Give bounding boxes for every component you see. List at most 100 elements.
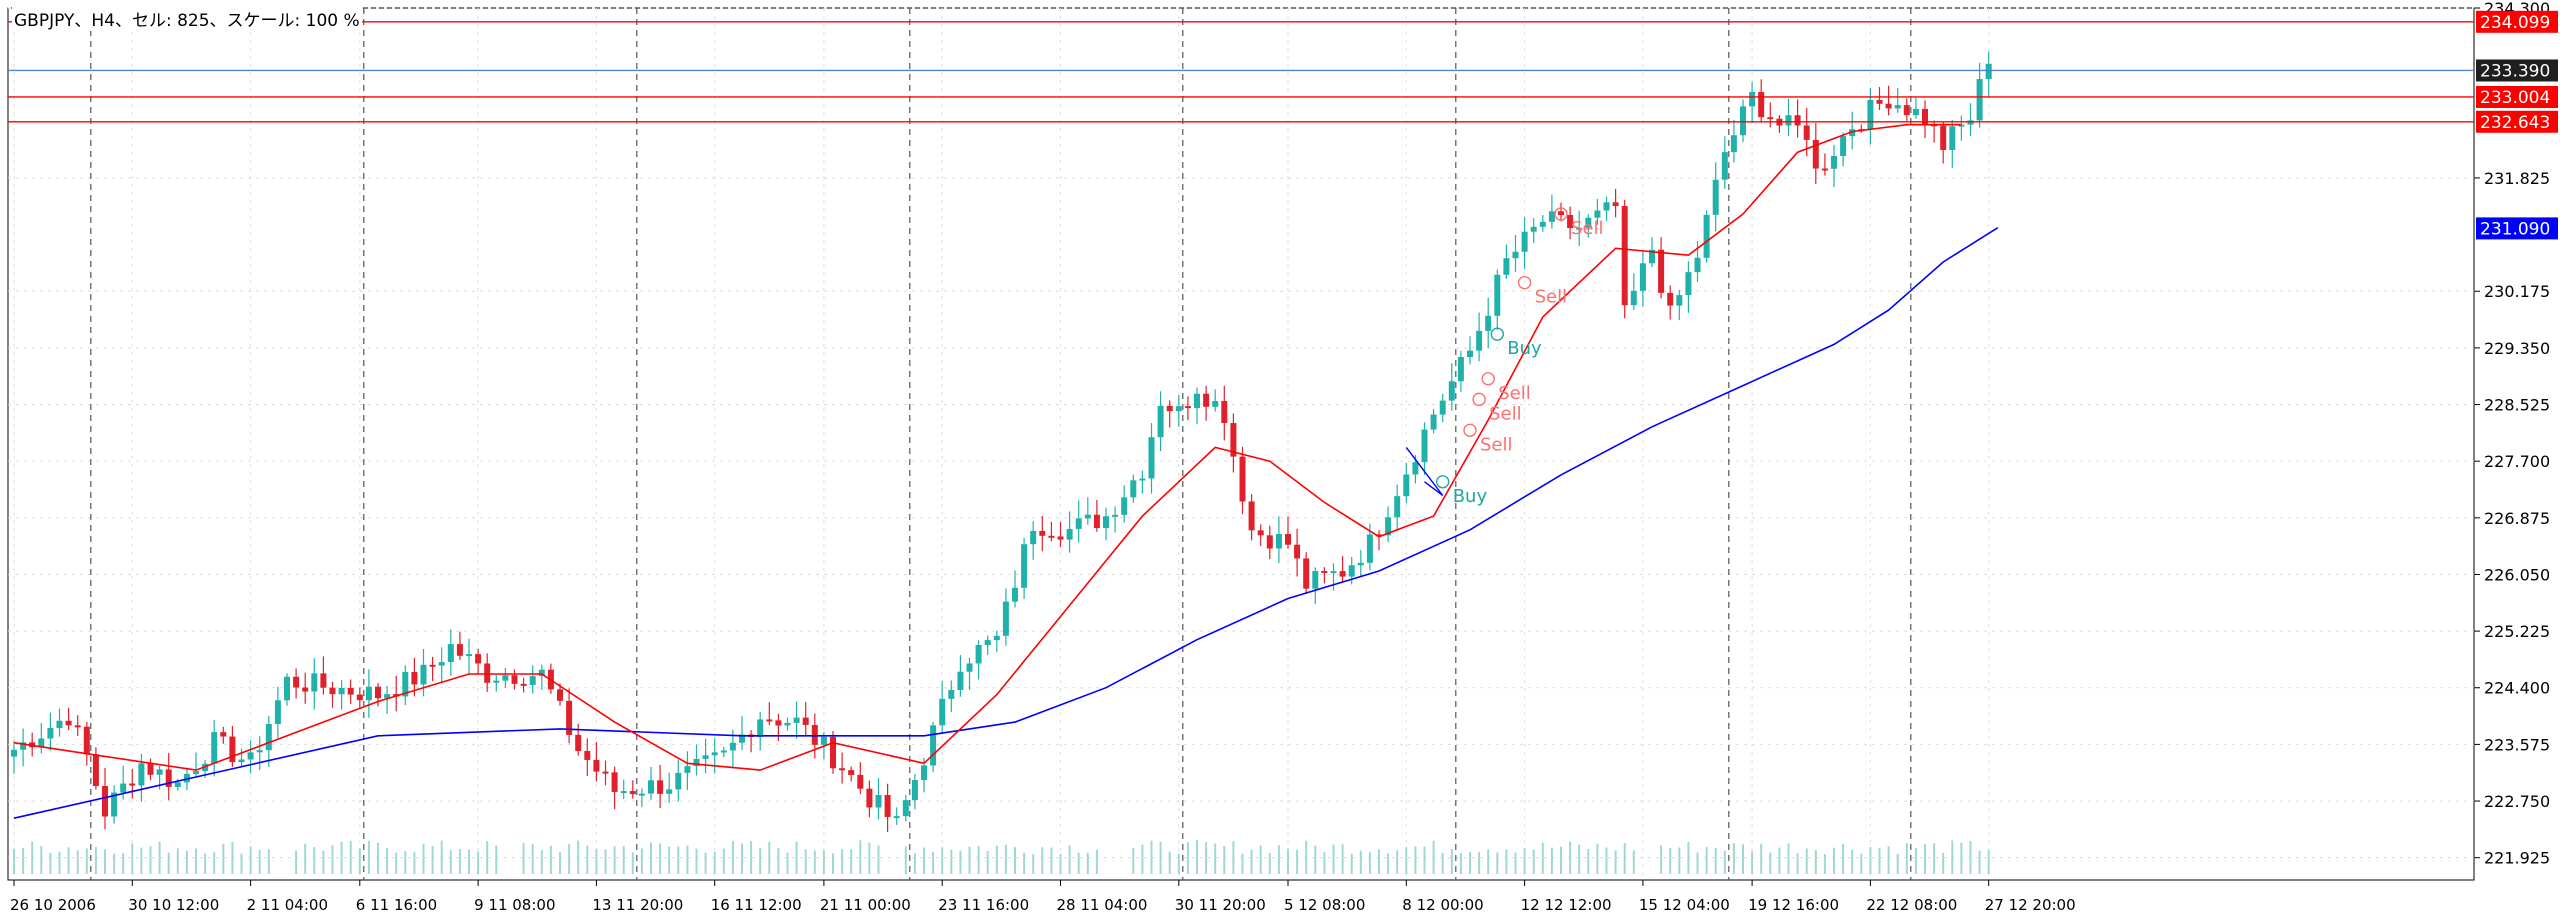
candle bbox=[1685, 272, 1692, 296]
volume-bar bbox=[1796, 853, 1799, 874]
volume-bar bbox=[1669, 847, 1672, 874]
candle bbox=[1412, 462, 1419, 475]
volume-bar bbox=[1541, 842, 1544, 874]
volume-bar bbox=[859, 840, 862, 874]
candle bbox=[1512, 251, 1519, 259]
sell-signal-marker bbox=[1472, 392, 1486, 407]
candle bbox=[1439, 400, 1446, 415]
candle bbox=[129, 783, 136, 786]
volume-bar bbox=[1887, 846, 1890, 874]
volume-bar bbox=[477, 851, 480, 874]
sell-signal-marker bbox=[1463, 423, 1477, 437]
candle bbox=[1649, 249, 1655, 264]
candle bbox=[1821, 168, 1828, 171]
volume-bar bbox=[1441, 852, 1444, 874]
candle bbox=[493, 680, 500, 683]
candle bbox=[1175, 406, 1182, 412]
volume-bar bbox=[349, 840, 352, 874]
candle bbox=[1958, 124, 1965, 127]
volume-bar bbox=[1605, 847, 1608, 874]
candle bbox=[1658, 249, 1665, 293]
volume-bar bbox=[1177, 853, 1180, 874]
candle bbox=[1585, 217, 1592, 228]
candle bbox=[1184, 406, 1191, 409]
candle bbox=[811, 724, 818, 745]
candle bbox=[20, 742, 27, 750]
candle bbox=[611, 772, 618, 792]
candle bbox=[1703, 214, 1710, 258]
volume-bar bbox=[1751, 851, 1754, 874]
volume-bar bbox=[795, 841, 798, 874]
volume-bar bbox=[76, 850, 79, 874]
x-tick-label: 2 11 04:00 bbox=[247, 896, 328, 914]
candle bbox=[1266, 535, 1273, 549]
x-tick-label: 22 12 08:00 bbox=[1866, 896, 1957, 914]
volume-bar bbox=[1487, 849, 1490, 874]
volume-bar bbox=[140, 847, 143, 874]
candle bbox=[1066, 528, 1073, 540]
volume-bar bbox=[1823, 853, 1826, 874]
candle bbox=[1612, 202, 1619, 207]
candle bbox=[684, 766, 691, 773]
volume-bar bbox=[331, 845, 334, 874]
volume-bar bbox=[1450, 849, 1453, 874]
volume-bar bbox=[67, 847, 70, 874]
candle bbox=[1103, 516, 1109, 529]
volume-bar bbox=[968, 846, 971, 874]
candle bbox=[229, 736, 236, 763]
volume-bar bbox=[1077, 852, 1080, 874]
volume-bar bbox=[531, 844, 534, 874]
volume-bar bbox=[1305, 840, 1308, 874]
candle bbox=[966, 663, 973, 672]
candle bbox=[602, 771, 609, 774]
candle bbox=[111, 792, 118, 817]
candle bbox=[1012, 587, 1018, 602]
candle bbox=[1567, 215, 1574, 229]
candle bbox=[1148, 437, 1155, 479]
candle bbox=[593, 759, 600, 772]
volume-bar bbox=[1359, 850, 1362, 874]
candle bbox=[1194, 393, 1200, 409]
price-tag-label: 233.004 bbox=[2480, 88, 2550, 108]
volume-bar bbox=[959, 850, 962, 874]
volume-bar bbox=[1842, 843, 1845, 874]
sell-signal-label: Sell bbox=[1571, 218, 1604, 239]
candle bbox=[1758, 91, 1765, 118]
candle bbox=[857, 774, 864, 789]
candle bbox=[839, 768, 846, 771]
volume-bar bbox=[549, 845, 552, 874]
volume-bar bbox=[58, 851, 61, 874]
volume-bar bbox=[1250, 849, 1253, 874]
volume-bar bbox=[85, 848, 88, 874]
candle bbox=[165, 769, 172, 787]
volume-bar bbox=[786, 852, 789, 874]
volume-bar bbox=[176, 848, 179, 874]
volume-bar bbox=[1942, 852, 1945, 874]
volume-bar bbox=[1532, 849, 1535, 874]
candle bbox=[930, 725, 937, 766]
volume-bar bbox=[1732, 843, 1735, 874]
x-tick-label: 26 10 2006 bbox=[10, 896, 96, 914]
volume-bar bbox=[1778, 847, 1781, 874]
volume-bar bbox=[440, 840, 443, 874]
volume-bar bbox=[622, 846, 625, 874]
volume-bar bbox=[1150, 840, 1153, 874]
volume-bar bbox=[404, 851, 407, 874]
volume-bar bbox=[94, 846, 97, 874]
y-tick-label: 224.400 bbox=[2484, 679, 2550, 698]
y-tick-label: 231.825 bbox=[2484, 169, 2550, 188]
sell-signal-label: Sell bbox=[1535, 287, 1568, 308]
candle bbox=[1394, 496, 1401, 518]
candle bbox=[666, 789, 673, 794]
x-tick-label: 15 12 04:00 bbox=[1639, 896, 1730, 914]
candle bbox=[1767, 117, 1774, 120]
volume-bar bbox=[231, 842, 234, 874]
level-price-tag bbox=[2476, 10, 2558, 33]
level-price-tag bbox=[2476, 85, 2558, 108]
candle bbox=[484, 663, 491, 683]
candle bbox=[138, 763, 145, 786]
candle bbox=[866, 788, 873, 808]
